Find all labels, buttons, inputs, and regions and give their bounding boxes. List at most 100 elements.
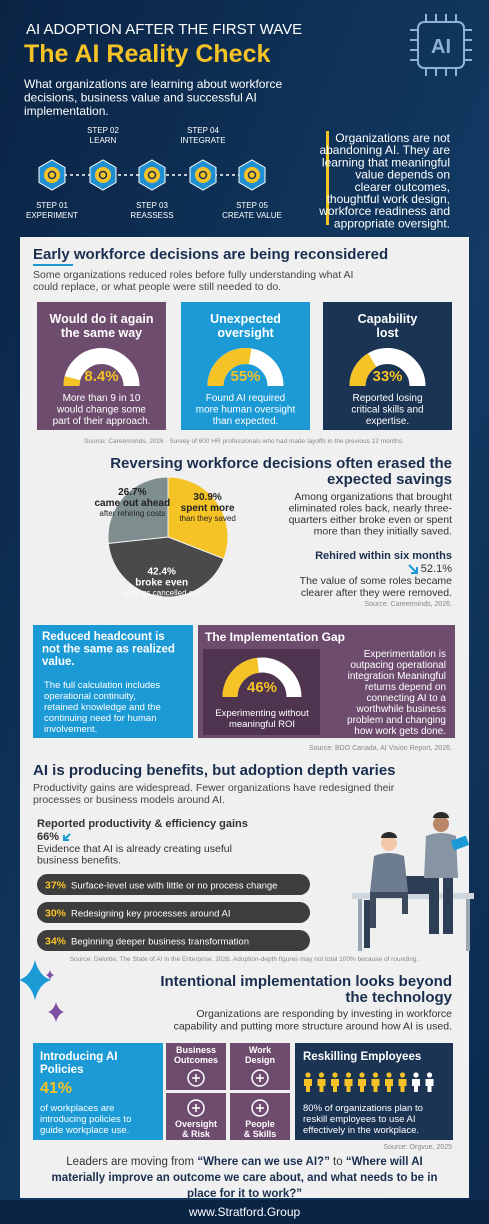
card-text: Experimentation is: [364, 649, 446, 660]
accent-bar: [326, 131, 329, 225]
card-title: oversight: [217, 326, 274, 340]
card-text: operational continuity,: [44, 691, 136, 702]
card-text: outpacing operational: [350, 660, 446, 671]
card-text: The full calculation includes: [44, 680, 160, 691]
person-icon: [305, 1072, 311, 1078]
card-text: More than 9 in 10: [63, 393, 141, 404]
gap-caption: Experimenting without: [215, 708, 309, 719]
card-title: The Implementation Gap: [205, 630, 345, 644]
sparkle-icons: [19, 960, 64, 1022]
step-label: LEARN: [90, 136, 117, 145]
section-title: expected savings: [327, 471, 452, 488]
people-illustration: [352, 812, 474, 951]
subtitle: What organizations are learning about wo…: [24, 77, 282, 91]
people-icons: [304, 1072, 434, 1092]
ai-chip-icon: [410, 14, 472, 76]
pie-name: came out ahead: [94, 498, 170, 509]
source: Source: BDO Canada, AI Vision Report, 20…: [309, 745, 452, 752]
pill-text: Beginning deeper business transformation: [71, 937, 249, 948]
section-text: eliminated roles back, nearly three-: [289, 503, 453, 515]
quote-part: “Where can we use AI?”: [197, 1156, 330, 1168]
section-title: AI is producing benefits, but adoption d…: [33, 762, 396, 779]
pillar-label: Outcomes: [174, 1055, 218, 1065]
gauge-fill: [349, 353, 377, 387]
card-text: expertise.: [366, 416, 409, 427]
step-icon: [95, 167, 111, 183]
step-icon: [244, 167, 260, 183]
person-icon: [358, 1079, 366, 1092]
person-icon: [359, 1072, 365, 1078]
pill-value: 37%: [45, 880, 67, 892]
stat-text: clearer after they were removed.: [301, 587, 452, 599]
quote-part: Leaders are moving from: [66, 1156, 197, 1168]
card-value: 80%: [303, 1103, 323, 1114]
section-text: quarters either broke even or spent: [289, 514, 453, 526]
step-icon-glyph: [98, 170, 108, 180]
adoption-pill: [37, 930, 310, 951]
pillar-icon: [251, 1099, 269, 1117]
card-title: Reskilling Employees: [303, 1051, 421, 1063]
quote-part: to: [330, 1156, 346, 1168]
pillar-label: Oversight: [175, 1119, 217, 1129]
step-label: INTEGRATE: [180, 136, 225, 145]
stat-text: Evidence that AI is already creating use…: [37, 843, 232, 855]
card-text: part of their approach.: [53, 416, 151, 427]
stat-value: 52.1%: [421, 563, 452, 575]
step-icon: [195, 167, 211, 183]
pill-text: Surface-level use with little or no proc…: [71, 881, 277, 892]
statement: workforce readiness and: [318, 204, 450, 218]
pie-slice: [107, 536, 225, 598]
value-card: [33, 625, 193, 738]
person-icon: [399, 1072, 406, 1078]
gauge-fill: [63, 376, 81, 387]
person-icon: [371, 1079, 380, 1092]
card-text: returns depend on: [365, 682, 446, 693]
pie-name: broke even: [135, 578, 188, 589]
statement: learning that meaningful: [322, 155, 450, 169]
subtitle: implementation.: [24, 104, 109, 118]
step-number: STEP 01: [36, 201, 68, 210]
person-icon: [345, 1072, 352, 1078]
pillar-icon: [192, 1104, 200, 1112]
title-underline: [33, 264, 73, 266]
gap-caption: meaningful ROI: [229, 719, 295, 730]
card-title: Would do it again: [50, 312, 154, 326]
card-title: Capability: [358, 312, 418, 326]
stat-card: [181, 302, 310, 430]
card-title: Introducing AI: [40, 1051, 118, 1063]
section-intro: capability and putting more structure ar…: [174, 1021, 452, 1033]
person-icon: [425, 1079, 434, 1092]
pillar-label: Business: [176, 1045, 216, 1055]
pie-slice: [107, 476, 169, 544]
stat-value: 66%: [37, 831, 59, 843]
quote-part: “Where will AI: [346, 1156, 423, 1168]
arrow-icon: [63, 833, 71, 841]
pill-value: 34%: [45, 936, 67, 948]
section-intro: Organizations are responding by investin…: [196, 1008, 452, 1020]
gauge-fill: [207, 348, 252, 387]
person-icon: [412, 1079, 420, 1092]
pie-note: savings cancelled out: [123, 589, 200, 598]
statement: appropriate oversight.: [334, 216, 450, 230]
card-text: of organizations plan to: [322, 1103, 423, 1114]
step-icon-glyph: [198, 170, 208, 180]
person-icon: [386, 1072, 392, 1078]
kicker: AI ADOPTION AFTER THE FIRST WAVE: [26, 21, 302, 38]
statement: value depends on: [355, 168, 450, 182]
card-text: connecting AI to a: [366, 693, 446, 704]
card-title: Unexpected: [210, 312, 281, 326]
card-value: 41%: [40, 1080, 72, 1097]
stat-card: [37, 302, 166, 430]
card-text: introducing policies to: [40, 1114, 131, 1125]
statement: abandoning AI. They are: [319, 143, 450, 157]
quote-part: materially improve an outcome we care ab…: [52, 1172, 438, 1184]
statement: clearer outcomes,: [355, 180, 450, 194]
person-icon: [318, 1072, 325, 1078]
card-text: of workplaces are: [40, 1103, 114, 1114]
stat-text: business benefits.: [37, 855, 121, 867]
card-text: Reported losing: [352, 393, 422, 404]
footer-band: [0, 1200, 489, 1224]
source: Source: Careerminds, 2026 · Survey of 60…: [84, 438, 404, 445]
